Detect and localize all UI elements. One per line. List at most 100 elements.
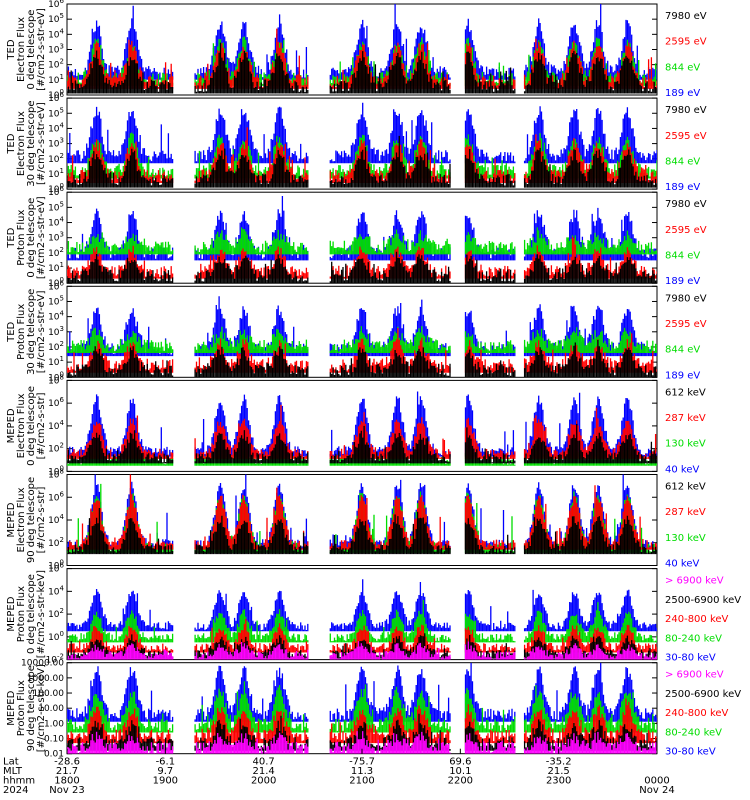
panel-ylabel-line: Proton Flux xyxy=(16,304,27,360)
ytick-label: 100.00 xyxy=(33,689,65,699)
ytick-label: 100 xyxy=(48,464,64,477)
panel-6: 100 102 104 106 108 MEPED Electron Flux 90 deg … xyxy=(6,468,706,572)
ytick-label: 105 xyxy=(48,106,64,119)
ytick-label: 102 xyxy=(48,607,64,620)
channel-label: > 6900 keV xyxy=(665,576,724,587)
ytick-label: 102 xyxy=(48,340,64,353)
ytick-label: 104 xyxy=(48,121,64,134)
panel-ylabel-line: 0 deg telescope xyxy=(26,386,37,466)
panel-ylabel-line: [#/cm2-s-str-eV] xyxy=(36,290,47,373)
xaxis-row-name: Lat xyxy=(3,757,19,768)
flux-trace-612-kev xyxy=(67,508,657,555)
channel-label: 40 keV xyxy=(665,464,699,475)
panel-ylabel-line: MEPED xyxy=(6,502,17,537)
channel-label: 287 keV xyxy=(665,507,706,518)
channel-label: 2595 eV xyxy=(665,37,707,48)
ytick-label: 102 xyxy=(48,442,64,455)
flux-trace-7980-ev xyxy=(67,251,657,284)
ytick-label: 0.01 xyxy=(44,750,64,760)
panel-1: 100 101 102 103 104 105 106 TED Electron Flux 0 d… xyxy=(6,0,707,101)
panel-2: 100 101 102 103 104 105 106 TED Electron Flux 30 … xyxy=(6,91,707,195)
channel-label: 189 eV xyxy=(665,88,700,99)
channel-label: 189 eV xyxy=(665,182,700,193)
panel-7: 10-2 100 102 104 106 MEPED Proton Flux 0 deg te… xyxy=(6,562,741,666)
panel-ylabel-line: MEPED xyxy=(6,408,17,443)
flux-trace-844-ev xyxy=(67,227,657,255)
channel-label: 189 eV xyxy=(665,276,700,287)
panel-ylabel-line: TED xyxy=(6,227,17,248)
panel-ylabel-line: TED xyxy=(6,133,17,154)
ytick-label: 102 xyxy=(48,246,64,259)
channel-label: 844 eV xyxy=(665,156,700,167)
ytick-label: 108 xyxy=(48,468,64,481)
flux-trace-7980-ev xyxy=(67,135,657,188)
panel-4: 100 101 102 103 104 105 106 TED Proton Flux 30 de… xyxy=(6,279,707,383)
ytick-label: 106 xyxy=(48,91,64,104)
panel-ylabel-line: [#/cm2-s-str-keV] xyxy=(36,570,47,658)
flux-trace-7980-ev xyxy=(67,339,657,378)
xaxis-value: 40.7 xyxy=(253,757,275,768)
xaxis-value: 10.1 xyxy=(449,766,471,777)
channel-label: 30-80 keV xyxy=(665,747,716,758)
xaxis-value: 1800 xyxy=(54,776,79,787)
xaxis-value: 2300 xyxy=(546,776,571,787)
panel-ylabel-line: 0 deg telescope xyxy=(26,10,37,90)
ytick-label: 104 xyxy=(48,310,64,323)
panel-traces xyxy=(67,196,657,284)
ytick-label: 104 xyxy=(48,584,64,597)
ytick-label: 105 xyxy=(48,12,64,25)
ytick-label: 100 xyxy=(48,559,64,572)
panel-ylabel-line: 30 deg telescope xyxy=(26,289,37,375)
flux-trace-80-240-kev xyxy=(67,600,657,643)
ytick-label: 106 xyxy=(48,490,64,503)
panel-ylabel-line: Electron Flux xyxy=(16,393,27,458)
ytick-label: 100 xyxy=(48,182,64,195)
panel-ylabel-line: [#/cm2-s-str] xyxy=(36,392,47,459)
channel-label: 240-800 keV xyxy=(665,708,729,719)
panel-ylabel-line: MEPED xyxy=(6,596,17,631)
ytick-label: 100 xyxy=(48,276,64,289)
channel-label: 844 eV xyxy=(665,251,700,262)
xaxis-value: Nov 24 xyxy=(639,785,674,796)
ytick-label: 106 xyxy=(48,185,64,198)
xaxis-row-name: MLT xyxy=(3,766,23,777)
panel-traces xyxy=(67,662,657,754)
channel-label: 2595 eV xyxy=(665,319,707,330)
ytick-label: 106 xyxy=(48,396,64,409)
channel-label: 7980 eV xyxy=(665,293,707,304)
channel-label: 2595 eV xyxy=(665,225,707,236)
xaxis-value: 21.7 xyxy=(56,766,78,777)
xaxis-value: 21.4 xyxy=(253,766,275,777)
ytick-label: 103 xyxy=(48,325,64,338)
channel-label: 844 eV xyxy=(665,345,700,356)
channel-label: 30-80 keV xyxy=(665,653,716,664)
panel-3: 100 101 102 103 104 105 106 TED Proton Flux 0 deg… xyxy=(6,185,707,289)
ytick-label: 100 xyxy=(48,88,64,101)
channel-label: 240-800 keV xyxy=(665,614,729,625)
xaxis-value: 9.7 xyxy=(157,766,173,777)
ytick-label: 102 xyxy=(48,536,64,549)
panel-ylabel-line: 0 deg telescope xyxy=(26,574,37,654)
panel-ylabel-line: MEPED xyxy=(6,690,17,725)
xaxis-value: 2100 xyxy=(349,776,374,787)
panel-ylabel-line: TED xyxy=(6,39,17,60)
ytick-label: 101 xyxy=(48,167,64,180)
ytick-label: 104 xyxy=(48,513,64,526)
panel-ylabel-line: TED xyxy=(6,321,17,342)
ytick-label: 104 xyxy=(48,27,64,40)
panel-ylabel-line: [#/cm2-s-str] xyxy=(36,486,47,553)
xaxis-value: 2000 xyxy=(251,776,276,787)
panel-ylabel-line: 0 deg telescope xyxy=(26,198,37,278)
ytick-label: 105 xyxy=(48,200,64,213)
ytick-label: 106 xyxy=(48,0,64,10)
flux-trace-7980-ev xyxy=(67,42,657,94)
xaxis-value: -28.6 xyxy=(54,757,80,768)
channel-label: 80-240 keV xyxy=(665,727,722,738)
channel-label: 2595 eV xyxy=(665,131,707,142)
flux-trace-612-kev xyxy=(67,423,657,464)
channel-label: 189 eV xyxy=(665,370,700,381)
ytick-label: 106 xyxy=(48,279,64,292)
panel-traces xyxy=(67,579,657,660)
xaxis-value: Nov 23 xyxy=(49,785,84,796)
panel-ylabel-line: [#/cm2-s-str-keV] xyxy=(36,664,47,752)
